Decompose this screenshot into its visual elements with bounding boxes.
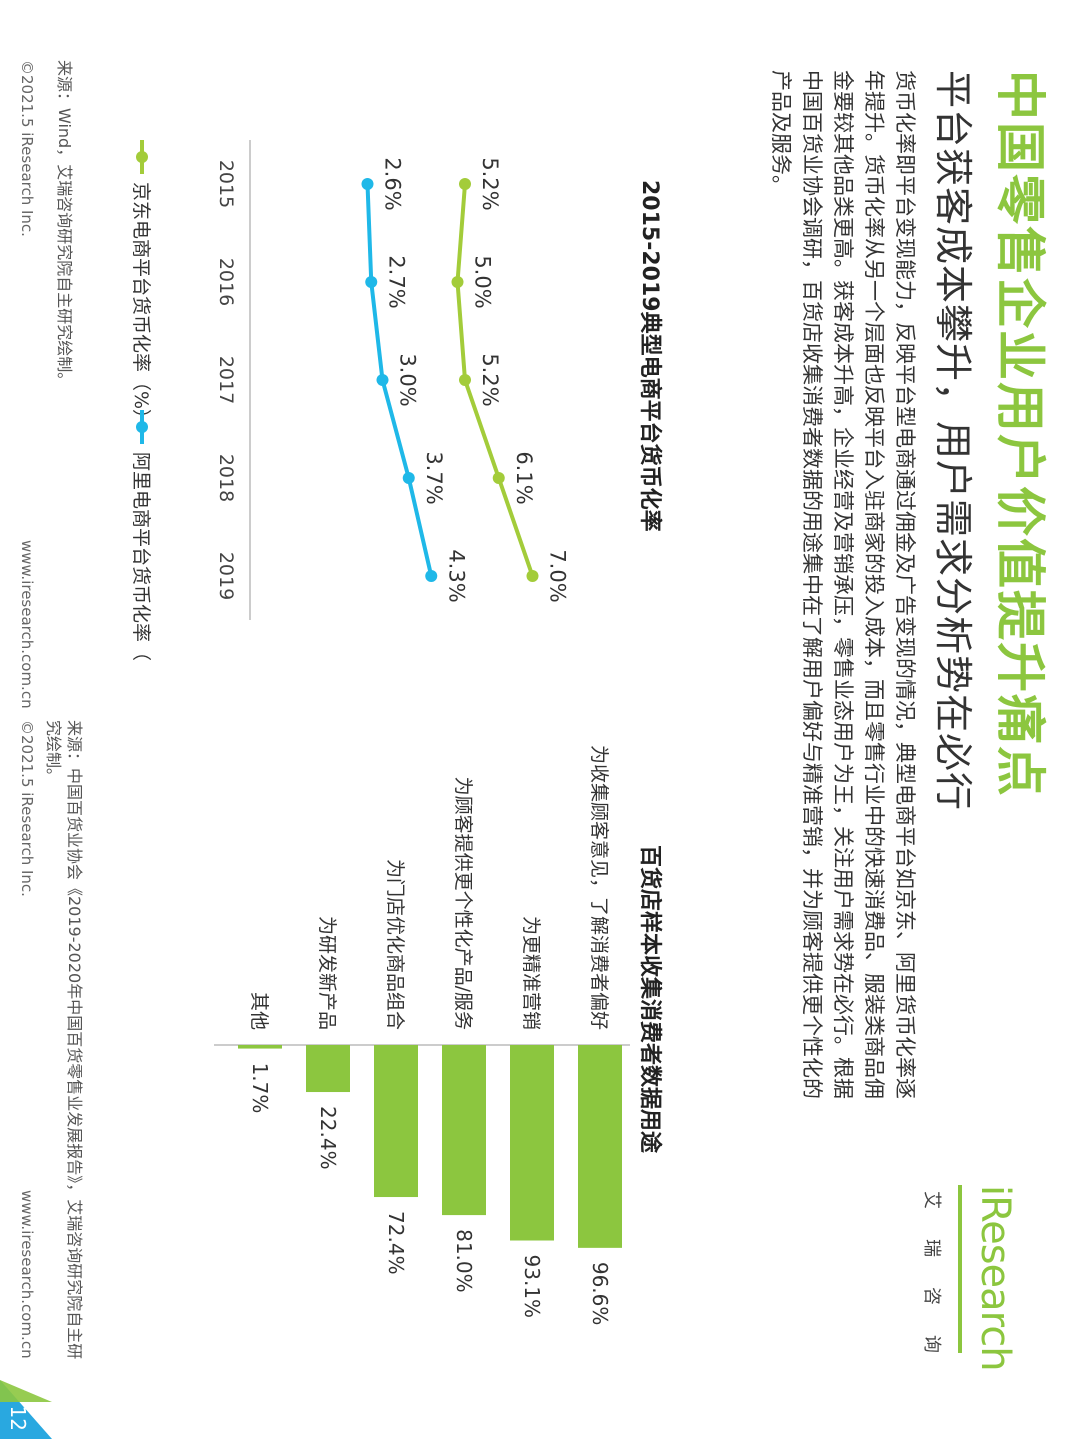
data-label: 2.6% (381, 157, 405, 210)
logo-brand: iResearch (972, 1185, 1018, 1371)
category-label: 为收集顾客意见，了解消费者偏好 (588, 745, 610, 1030)
category-label: 为顾客提供更个性化产品/服务 (452, 777, 474, 1030)
data-point (402, 472, 415, 484)
category-label: 其他 (248, 992, 270, 1030)
data-label: 7.0% (546, 549, 570, 602)
iresearch-logo: iResearch 艾瑞咨询 (910, 1185, 1018, 1383)
right-website: www.iresearch.com.cn (18, 1190, 36, 1359)
category-label: 为研发新产品 (316, 916, 338, 1030)
data-label: 5.2% (478, 157, 502, 210)
data-point (451, 276, 464, 288)
data-point (492, 472, 505, 484)
data-point (425, 570, 438, 582)
x-tick-label: 2015 (215, 160, 237, 208)
data-point (361, 178, 374, 190)
line-chart-title: 2015-2019典型电商平台货币化率 (637, 180, 662, 532)
data-label: 2.7% (384, 255, 408, 308)
right-copyright: ©2021.5 iResearch Inc. (18, 720, 36, 897)
x-tick-label: 2017 (215, 356, 237, 404)
bar-value-label: 93.1% (520, 1255, 544, 1319)
left-copyright: ©2021.5 iResearch Inc. (18, 60, 36, 237)
bar-value-label: 96.6% (588, 1262, 612, 1326)
page-number: 12 (6, 1405, 30, 1431)
bar (510, 1045, 554, 1241)
bar-value-label: 1.7% (248, 1063, 272, 1114)
bar-value-label: 81.0% (452, 1229, 476, 1293)
data-point (459, 374, 471, 386)
line-chart: 2015 2016 2017 2018 2019 5.2% 5.0% 5.2% 6.1% 7.0%… (130, 140, 570, 660)
data-point (365, 276, 378, 288)
legend-marker-1 (136, 421, 148, 433)
bar (578, 1045, 622, 1248)
x-tick-label: 2016 (215, 258, 237, 306)
data-point (526, 570, 539, 582)
right-source-note: 来源：中国百货业协会《2019-2020年中国百货零售业发展报告》，艾瑞咨询研究… (44, 720, 84, 1360)
data-point (376, 374, 389, 386)
data-label: 3.7% (422, 451, 446, 504)
page-title: 中国零售企业用户价值提升痛点 (991, 70, 1049, 798)
category-label: 为门店优化商品组合 (384, 859, 406, 1030)
bar-value-label: 22.4% (316, 1106, 340, 1170)
x-tick-label: 2019 (215, 552, 237, 600)
bar (442, 1045, 486, 1216)
legend-label: 阿里电商平台货币化率（%） (130, 452, 152, 660)
logo-cn: 艾瑞咨询 (921, 1191, 942, 1383)
bar-chart: 为收集顾客意见，了解消费者偏好 96.6% 为更精准营销 93.1% 为顾客提供更个性化… (214, 745, 630, 1326)
category-label: 为更精准营销 (520, 916, 542, 1030)
legend-marker-0 (136, 151, 148, 163)
data-label: 5.2% (478, 353, 502, 406)
bar-chart-title: 百货店样本收集消费者数据用途 (637, 845, 662, 1154)
badge-triangle-green (0, 1380, 52, 1402)
left-website: www.iresearch.com.cn (18, 540, 36, 709)
x-tick-label: 2018 (215, 454, 237, 502)
body-paragraph: 货币化率即平台变现能力，反映平台型电商通过佣金及广告变现的情况，典型电商平台如京… (769, 70, 917, 1099)
left-source-note: 来源：Wind，艾瑞咨询研究院自主研究绘制。 (55, 60, 74, 389)
data-label: 3.0% (396, 353, 420, 406)
data-point (459, 178, 471, 190)
data-label: 4.3% (444, 549, 468, 602)
bar-value-label: 72.4% (384, 1211, 408, 1275)
page-subtitle: 平台获客成本攀升，用户需求分析势在必行 (931, 70, 975, 812)
bar (374, 1045, 418, 1198)
page-number-badge: 12 (0, 1380, 52, 1439)
logo-underline (958, 1185, 962, 1353)
data-label: 5.0% (471, 255, 495, 308)
bar (238, 1045, 282, 1049)
legend-label: 京东电商平台货币化率（%） (130, 182, 152, 428)
data-label: 6.1% (512, 451, 536, 504)
bar (306, 1045, 350, 1093)
